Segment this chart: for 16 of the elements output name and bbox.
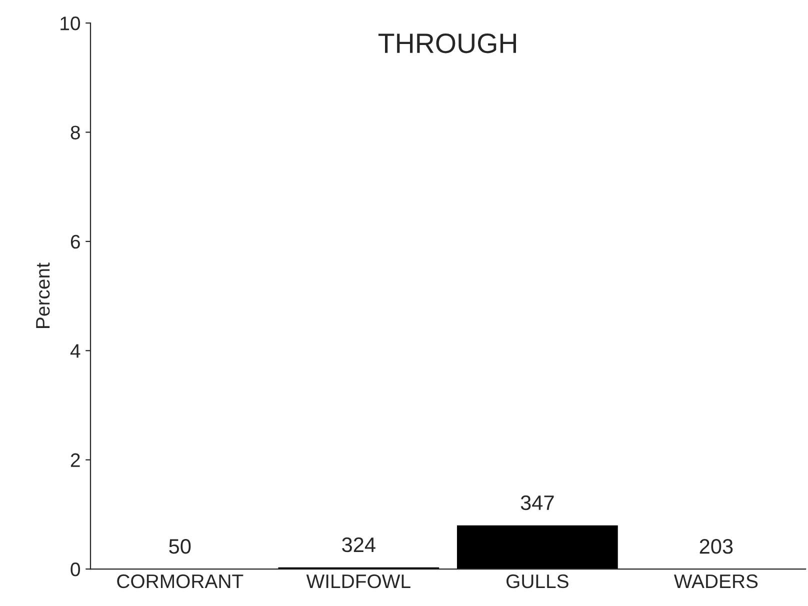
y-axis-title: Percent bbox=[36, 262, 50, 328]
annotation: 50 bbox=[169, 539, 191, 554]
x-tick-label: WILDFOWL bbox=[306, 574, 410, 588]
y-tick-label: 8 bbox=[70, 126, 80, 140]
y-tick-label: 0 bbox=[70, 562, 80, 576]
y-tick-label: 6 bbox=[70, 234, 80, 249]
y-tick-label: 10 bbox=[60, 16, 80, 30]
x-tick-label: GULLS bbox=[506, 574, 568, 588]
annotation: 347 bbox=[520, 495, 554, 510]
x-tick-label: WADERS bbox=[674, 574, 758, 588]
annotation: 324 bbox=[342, 537, 376, 552]
annotation: 203 bbox=[700, 539, 733, 554]
chart-title: THROUGH bbox=[378, 34, 516, 54]
y-tick-label: 4 bbox=[70, 344, 80, 358]
x-tick-label: CORMORANT bbox=[117, 574, 244, 588]
y-tick-label: 2 bbox=[70, 453, 80, 467]
